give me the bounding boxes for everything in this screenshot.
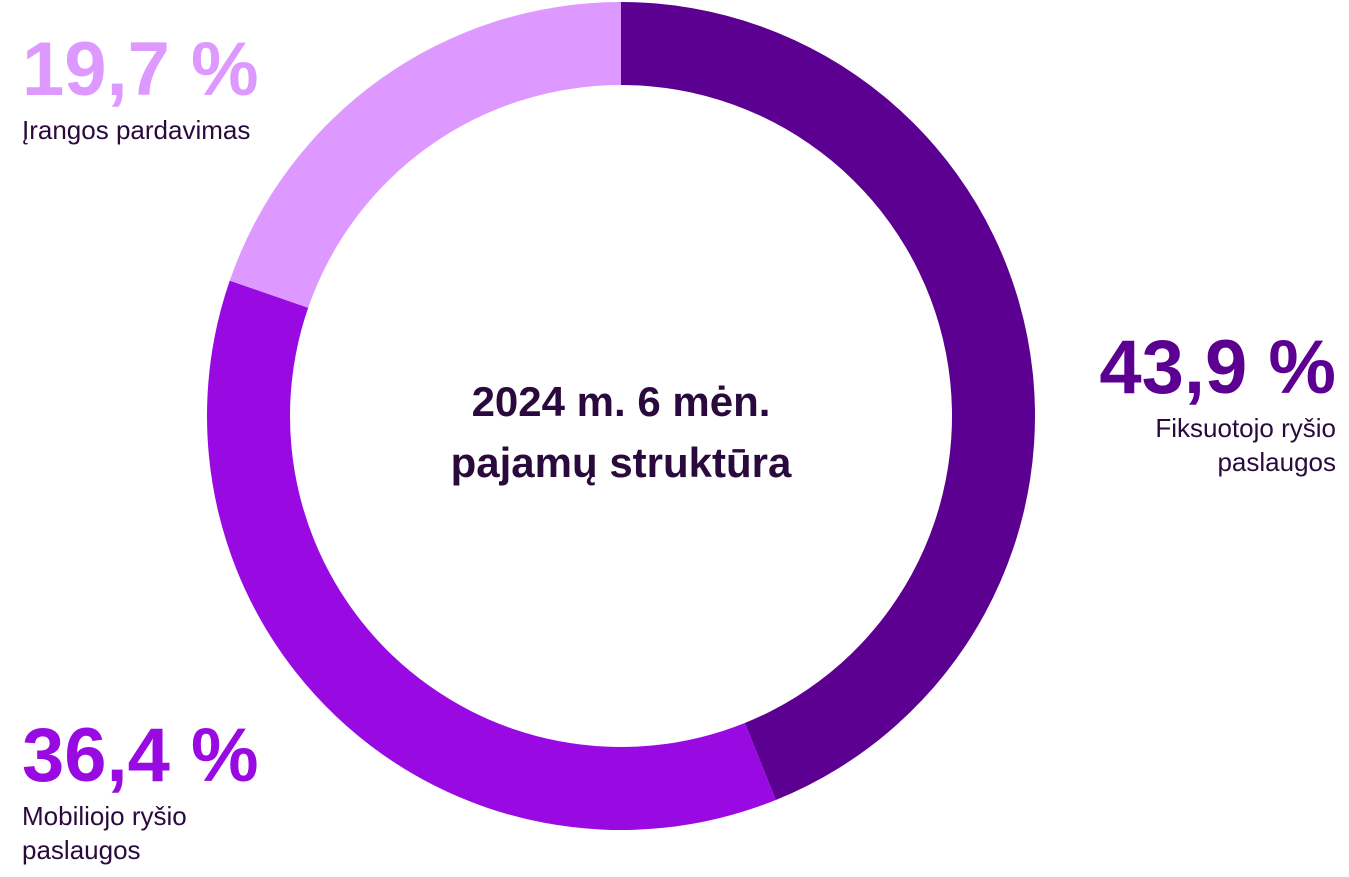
donut-segment [621,2,1035,800]
value-label: 36,4 % [22,713,259,798]
category-label: Įrangos pardavimas [22,115,251,145]
segment-label: 19,7 % Įrangos pardavimas [22,32,342,148]
value-label: 43,9 % [1099,325,1336,410]
category-label: Fiksuotojo ryšio paslaugos [1155,413,1336,477]
donut-segment [207,280,776,830]
donut-segment [229,2,621,308]
category-label: Mobiliojo ryšio paslaugos [22,801,187,865]
segment-label: 43,9 % Fiksuotojo ryšio paslaugos [1036,330,1336,480]
chart-title: 2024 m. 6 mėn. pajamų struktūra [450,378,792,486]
value-label: 19,7 % [22,27,259,112]
segment-label: 36,4 % Mobiliojo ryšio paslaugos [22,718,322,868]
